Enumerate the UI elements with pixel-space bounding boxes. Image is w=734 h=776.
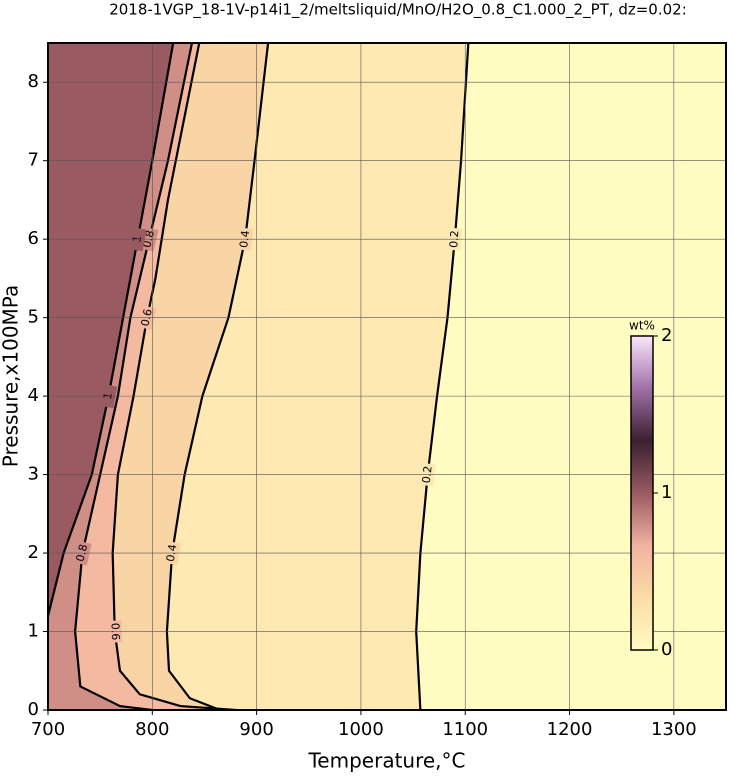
y-tick-label: 8 — [28, 71, 39, 92]
x-tick-label: 1000 — [338, 719, 384, 740]
y-tick-label: 2 — [28, 542, 39, 563]
colorbar-label: wt% — [629, 319, 655, 333]
colorbar-tick-label: 1 — [661, 482, 672, 503]
y-axis-label: Pressure,x100MPa — [0, 285, 23, 467]
contour-fill — [48, 43, 174, 710]
colorbar-tick-label: 0 — [661, 639, 672, 660]
chart-title: 2018-1VGP_18-1V-p14i1_2/meltsliquid/MnO/… — [109, 1, 687, 20]
x-tick-label: 1100 — [442, 719, 488, 740]
contour-line — [48, 43, 175, 617]
y-tick-label: 4 — [28, 385, 39, 406]
y-tick-label: 0 — [28, 699, 39, 720]
plot-area: 0.20.20.40.40.60.60.80.811 — [48, 43, 470, 710]
colorbar-tick-label: 2 — [661, 325, 672, 346]
y-tick-label: 1 — [28, 621, 39, 642]
x-tick-label: 800 — [135, 719, 169, 740]
colorbar — [630, 335, 654, 651]
x-tick-label: 1300 — [651, 719, 697, 740]
x-tick-label: 700 — [31, 719, 65, 740]
plot-frame — [47, 42, 727, 711]
contour-line — [111, 43, 236, 710]
x-axis-label: Temperature,°C — [307, 749, 465, 773]
y-tick-label: 3 — [28, 464, 39, 485]
y-tick-label: 5 — [28, 307, 39, 328]
y-tick-label: 6 — [28, 228, 39, 249]
x-tick-label: 1200 — [547, 719, 593, 740]
x-tick-label: 900 — [239, 719, 273, 740]
y-tick-label: 7 — [28, 150, 39, 171]
